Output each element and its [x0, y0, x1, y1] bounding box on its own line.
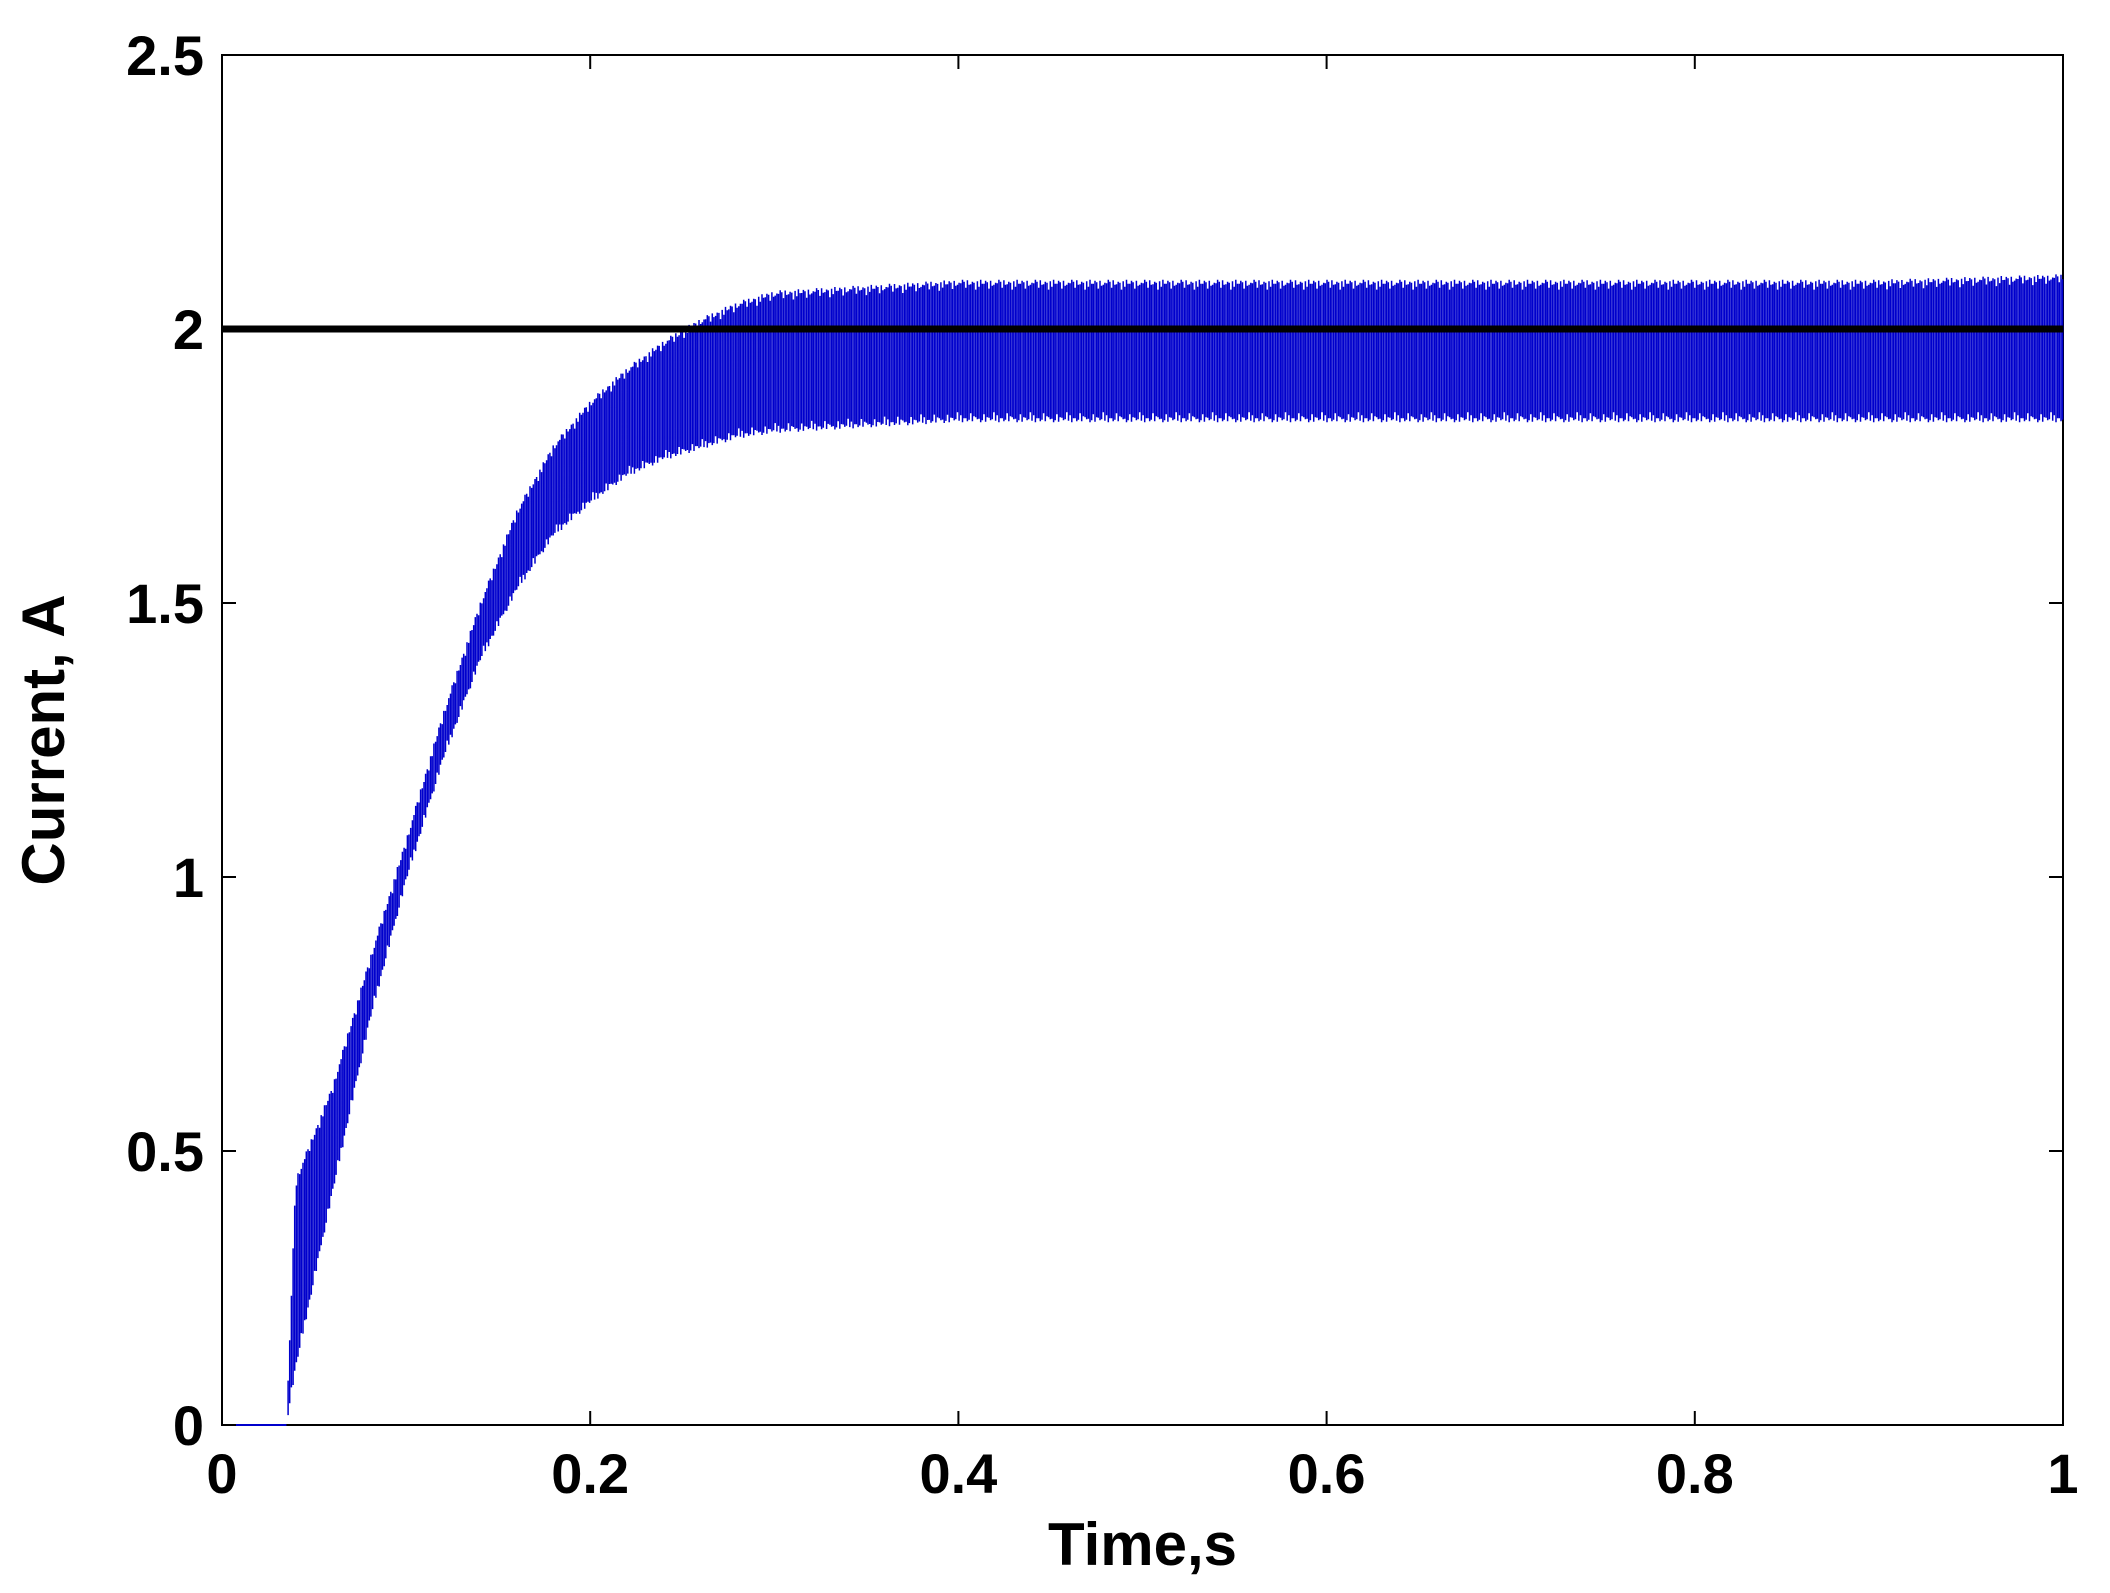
x-tick-label: 0.4: [919, 1442, 997, 1505]
x-tick-label: 0.2: [551, 1442, 629, 1505]
x-tick-label: 1: [2047, 1442, 2078, 1505]
y-tick-label: 2: [173, 298, 204, 361]
x-axis-label: Time,s: [1048, 1511, 1237, 1578]
tick-layer: 0 0.2 0.4 0.6 0.8 1 0 0.5 1 1.5 2 2.5: [126, 24, 2078, 1505]
y-tick-label: 0: [173, 1394, 204, 1457]
series-layer: [222, 274, 2064, 1426]
plot-area: [221, 54, 2064, 1426]
series-ripple: [222, 274, 2064, 1426]
y-tick-label: 0.5: [126, 1120, 204, 1183]
y-tick-label: 2.5: [126, 24, 204, 87]
x-tick-label: 0: [206, 1442, 237, 1505]
x-tick-label: 0.6: [1288, 1442, 1366, 1505]
y-axis-label: Current, A: [10, 594, 77, 885]
series-ripple-trace: [287, 274, 2064, 1416]
y-tick-label: 1: [173, 846, 204, 909]
y-tick-label: 1.5: [126, 572, 204, 635]
x-tick-label: 0.8: [1656, 1442, 1734, 1505]
